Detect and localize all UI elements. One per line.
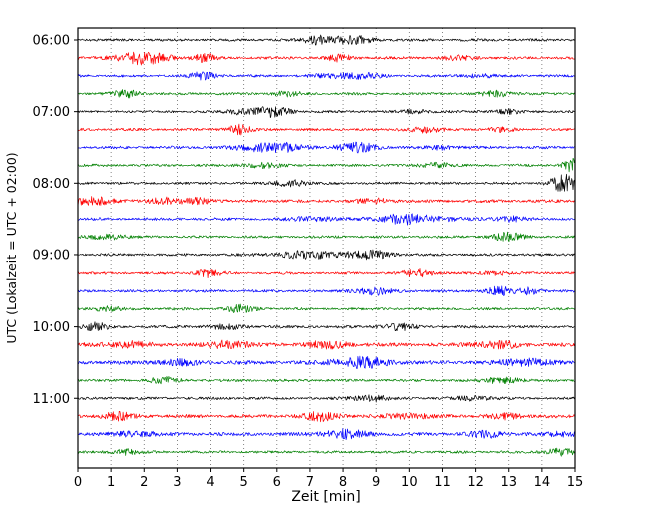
x-tick-label: 13	[500, 475, 517, 490]
seismic-trace-0745	[77, 158, 576, 173]
seismic-trace-1000	[77, 321, 576, 332]
x-tick-label: 3	[173, 475, 181, 490]
x-tick-label: 6	[273, 475, 281, 490]
x-tick-label: 10	[401, 475, 418, 490]
x-tick-label: 5	[240, 475, 248, 490]
y-tick-label: 07:00	[33, 105, 70, 120]
seismic-trace-0600	[78, 34, 576, 46]
seismic-trace-0945	[77, 303, 576, 313]
seismic-trace-0645	[77, 89, 576, 99]
x-tick-label: 11	[434, 475, 451, 490]
y-tick-label: 11:00	[33, 392, 70, 407]
x-tick-label: 4	[206, 475, 214, 490]
seismic-trace-0630	[77, 71, 576, 81]
seismic-trace-0700	[77, 106, 576, 119]
x-tick-label: 0	[74, 475, 82, 490]
y-tick-label: 06:00	[33, 34, 70, 49]
plot-border	[77, 27, 576, 469]
x-tick-label: 14	[534, 475, 551, 490]
x-tick-label: 15	[567, 475, 584, 490]
seismic-trace-0615	[77, 51, 576, 66]
x-tick-label: 1	[107, 475, 115, 490]
seismic-trace-1115	[77, 410, 576, 423]
seismic-traces	[77, 34, 576, 457]
seismic-trace-0815	[77, 196, 576, 207]
seismic-trace-0715	[77, 123, 575, 136]
y-tick-label: 10:00	[33, 320, 70, 335]
seismic-trace-0730	[77, 141, 576, 154]
y-tick-label: 09:00	[33, 248, 70, 263]
seismic-trace-1130	[77, 428, 576, 441]
y-tick-label: 08:00	[33, 177, 70, 192]
x-axis-ticks: 0 1 2 3 4 5 6 7 8 9 10 11 12 13 14 15	[74, 468, 583, 490]
gridlines	[110, 28, 543, 468]
y-axis-ticks: 06:00 07:00 08:00 09:00 10:00 11:00	[33, 34, 78, 407]
seismic-trace-1030	[77, 355, 576, 369]
seismic-trace-0800	[77, 173, 576, 192]
seismic-trace-0930	[77, 285, 576, 296]
x-tick-label: 12	[467, 475, 484, 490]
seismic-trace-0915	[77, 268, 576, 279]
seismic-trace-0830	[77, 213, 576, 226]
seismic-trace-1145	[77, 447, 576, 457]
x-tick-label: 7	[306, 475, 314, 490]
y-axis-label: UTC (Lokalzeit = UTC + 02:00)	[4, 152, 19, 343]
seismic-trace-1045	[77, 376, 576, 385]
seismic-trace-0845	[77, 231, 576, 243]
x-tick-label: 8	[339, 475, 347, 490]
seismic-trace-1100	[77, 394, 576, 403]
x-tick-label: 9	[372, 475, 380, 490]
seismic-trace-0900	[77, 249, 576, 261]
seismic-trace-1015	[77, 339, 576, 350]
x-tick-label: 2	[140, 475, 148, 490]
x-axis-label: Zeit [min]	[291, 489, 360, 505]
